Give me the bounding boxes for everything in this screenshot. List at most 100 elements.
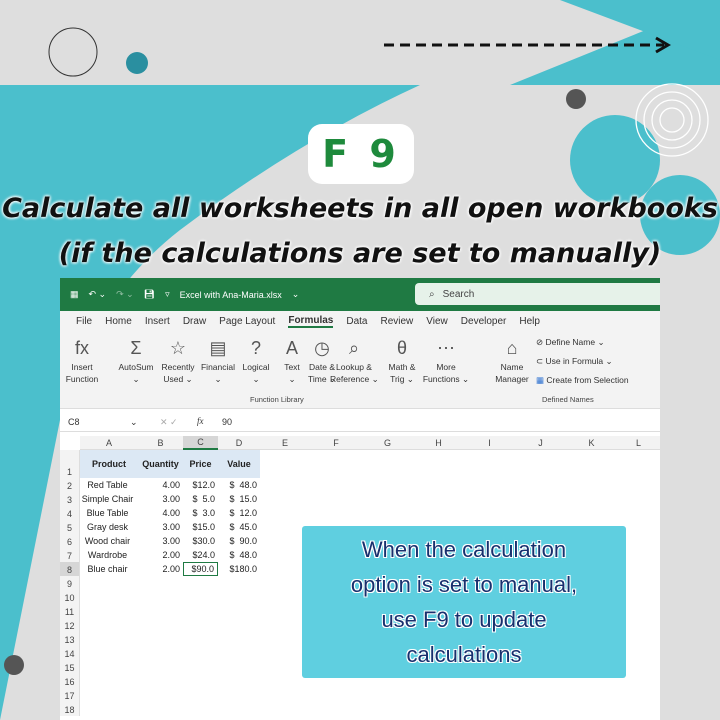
row-header[interactable]: 4 <box>60 506 80 520</box>
tab-developer[interactable]: Developer <box>460 315 507 327</box>
tab-review[interactable]: Review <box>380 315 414 327</box>
chevron-down-icon[interactable]: ⌄ <box>291 289 300 299</box>
row-header[interactable]: 3 <box>60 492 80 506</box>
column-header[interactable]: D <box>218 436 260 450</box>
tab-data[interactable]: Data <box>346 315 368 327</box>
row-header[interactable]: 15 <box>60 660 80 674</box>
tab-view[interactable]: View <box>426 315 448 327</box>
row-header[interactable]: 16 <box>60 674 80 688</box>
tab-help[interactable]: Help <box>519 315 540 327</box>
ribbon-button-recently[interactable]: ☆ Recently Used ⌄ <box>154 335 202 385</box>
save-icon[interactable]: 💾︎ <box>143 289 156 299</box>
use-in-formula-button[interactable]: ⊂ Use in Formula ⌄ <box>536 356 613 366</box>
column-header[interactable]: J <box>515 436 566 450</box>
row-header[interactable]: 10 <box>60 590 80 604</box>
column-header[interactable]: A <box>80 436 138 450</box>
ribbon-button-text[interactable]: A Text ⌄ <box>268 335 316 385</box>
row-header[interactable]: 7 <box>60 548 80 562</box>
column-header[interactable]: H <box>413 436 464 450</box>
ribbon-button-logical[interactable]: ? Logical ⌄ <box>232 335 280 385</box>
table-cell[interactable]: $ 15.0 <box>229 494 257 504</box>
table-cell[interactable]: $ 48.0 <box>229 550 257 560</box>
search-box[interactable]: ⌕ Search <box>415 283 660 305</box>
table-cell[interactable]: Wardrobe <box>87 550 128 560</box>
table-cell[interactable]: $ 12.0 <box>229 508 257 518</box>
row-header[interactable]: 8 <box>60 562 80 576</box>
table-cell[interactable]: 3.00 <box>162 522 180 532</box>
table-cell[interactable]: $ 5.0 <box>192 494 215 504</box>
tab-draw[interactable]: Draw <box>182 315 207 327</box>
table-cell[interactable]: 4.00 <box>162 508 180 518</box>
table-cell[interactable]: $15.0 <box>192 522 215 532</box>
table-cell[interactable]: $ 3.0 <box>192 508 215 518</box>
create-from-selection-button[interactable]: ▦ Create from Selection <box>536 375 629 385</box>
table-cell[interactable]: Red Table <box>87 480 128 490</box>
table-cell[interactable]: $180.0 <box>229 564 257 574</box>
column-header[interactable]: E <box>260 436 310 450</box>
table-cell[interactable]: 4.00 <box>162 480 180 490</box>
table-cell[interactable]: $24.0 <box>192 550 215 560</box>
ribbon-button-lookup-[interactable]: ⌕ Lookup & Reference ⌄ <box>330 335 379 385</box>
table-cell[interactable]: Blue Table <box>86 508 129 518</box>
table-cell[interactable]: Simple Chair <box>81 494 134 504</box>
callout-box: When the calculation option is set to ma… <box>302 526 626 678</box>
table-cell[interactable]: Gray desk <box>86 522 128 532</box>
ribbon-button-financial[interactable]: ▤ Financial ⌄ <box>194 335 242 385</box>
chevron-down-icon[interactable]: ⌄ <box>130 417 138 427</box>
ribbon-button-date-[interactable]: ◷ Date & Time ⌄ <box>298 335 346 385</box>
table-cell[interactable]: $ 48.0 <box>229 480 257 490</box>
row-header[interactable]: 12 <box>60 618 80 632</box>
ribbon-button-autosum[interactable]: Σ AutoSum ⌄ <box>112 335 160 385</box>
row-header[interactable]: 1 <box>60 450 80 478</box>
tab-file[interactable]: File <box>76 315 93 327</box>
tab-formulas[interactable]: Formulas <box>288 314 334 328</box>
search-icon: ⌕ <box>429 288 435 300</box>
name-box[interactable]: C8 <box>68 417 80 427</box>
column-header[interactable]: G <box>362 436 413 450</box>
define-name-label: Define Name ⌄ <box>545 337 605 347</box>
ribbon-button-label: More Functions ⌄ <box>422 362 470 384</box>
column-header[interactable]: I <box>464 436 515 450</box>
table-cell[interactable]: $30.0 <box>192 536 215 546</box>
row-header[interactable]: 9 <box>60 576 80 590</box>
row-header[interactable]: 11 <box>60 604 80 618</box>
column-header[interactable]: F <box>310 436 362 450</box>
column-header[interactable]: K <box>566 436 617 450</box>
name-manager-button[interactable]: ⌂ Name Manager <box>492 335 532 385</box>
customize-icon[interactable]: ▿ <box>165 289 170 299</box>
table-cell[interactable]: 2.00 <box>162 564 180 574</box>
row-header[interactable]: 14 <box>60 646 80 660</box>
row-header[interactable]: 2 <box>60 478 80 492</box>
column-header[interactable]: C <box>183 436 218 450</box>
row-header[interactable]: 13 <box>60 632 80 646</box>
ribbon-button-more[interactable]: ⋯ More Functions ⌄ <box>422 335 470 385</box>
tab-page-layout[interactable]: Page Layout <box>219 315 276 327</box>
ribbon-button-math-[interactable]: θ Math & Trig ⌄ <box>378 335 426 385</box>
column-header[interactable]: B <box>138 436 183 450</box>
ribbon-button-insert[interactable]: fx Insert Function <box>60 335 106 385</box>
table-cell[interactable]: $ 90.0 <box>229 536 257 546</box>
table-cell[interactable]: $90.0 <box>183 562 218 576</box>
cancel-enter-icon[interactable]: ✕ ✓ <box>160 417 178 427</box>
table-cell[interactable]: Blue chair <box>87 564 128 574</box>
table-cell[interactable]: 2.00 <box>162 550 180 560</box>
row-header[interactable]: 5 <box>60 520 80 534</box>
table-cell[interactable]: $ 45.0 <box>229 522 257 532</box>
insert-function-icon[interactable]: fx <box>197 416 204 426</box>
file-name[interactable]: Excel with Ana-Maria.xlsx <box>179 289 282 300</box>
formula-input[interactable]: 90 <box>222 417 233 427</box>
row-header[interactable]: 17 <box>60 688 80 702</box>
table-cell[interactable]: Wood chair <box>84 536 131 546</box>
table-cell[interactable]: 3.00 <box>162 536 180 546</box>
row-header[interactable]: 6 <box>60 534 80 548</box>
table-cell[interactable]: 3.00 <box>162 494 180 504</box>
column-header[interactable]: L <box>617 436 660 450</box>
row-header[interactable]: 18 <box>60 702 80 716</box>
table-cell[interactable]: $12.0 <box>192 480 215 490</box>
define-name-button[interactable]: ⊘ Define Name ⌄ <box>536 337 605 347</box>
ribbon-button-label: Math & Trig ⌄ <box>388 362 416 384</box>
redo-icon[interactable]: ↷ ⌄ <box>116 289 134 299</box>
tab-insert[interactable]: Insert <box>144 315 170 327</box>
undo-icon[interactable]: ↶ ⌄ <box>88 289 107 299</box>
tab-home[interactable]: Home <box>105 315 132 327</box>
